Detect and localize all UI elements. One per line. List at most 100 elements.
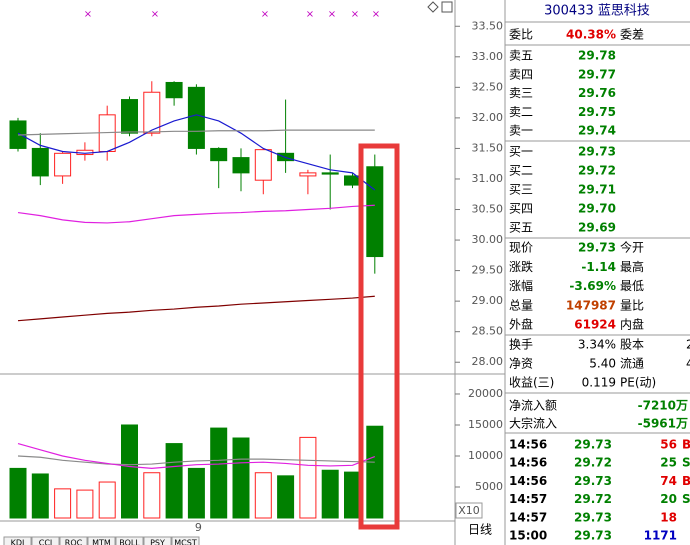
buy-label: 买一 <box>509 145 533 159</box>
icon[interactable] <box>427 1 439 13</box>
zoom-label: X10 <box>458 504 480 517</box>
sell-price: 29.75 <box>578 105 616 119</box>
tab-label: BOLL <box>119 539 140 545</box>
volume-bar <box>321 469 339 519</box>
svg-text:×: × <box>261 9 269 20</box>
svg-text:×: × <box>351 9 359 20</box>
sell-label: 卖一 <box>509 124 533 138</box>
sell-price: 29.77 <box>578 67 616 81</box>
trade-volume: 1171 <box>644 529 677 543</box>
label: 委差 <box>620 28 644 42</box>
trade-side: S <box>682 456 690 470</box>
stat-value: 4 <box>686 357 690 371</box>
trade-price: 29.73 <box>574 474 612 488</box>
candle-body <box>366 166 384 258</box>
volume-bar <box>210 427 228 519</box>
stock-title: 300433 蓝思科技 <box>544 4 650 19</box>
flow-label: 大宗流入 <box>509 416 557 431</box>
flow-value: -5961万 <box>638 417 688 431</box>
tab[interactable] <box>87 536 116 545</box>
stat-label: 量比 <box>620 298 644 312</box>
volume-bar <box>232 437 250 519</box>
y-tick-label: 32.00 <box>472 111 504 124</box>
tab[interactable] <box>59 536 88 545</box>
volume-bar <box>344 471 361 519</box>
volume-bar <box>165 443 183 519</box>
buy-price: 29.73 <box>578 145 616 159</box>
stat-label: 最高 <box>620 259 644 274</box>
tab[interactable] <box>31 536 60 545</box>
volume-bar <box>143 472 161 519</box>
stat-label: 内盘 <box>620 317 644 332</box>
y-tick-label: 32.50 <box>472 80 504 93</box>
trade-side: B <box>682 438 690 452</box>
volume-bar <box>54 488 72 519</box>
volume-bar <box>9 467 27 519</box>
tab[interactable] <box>115 536 144 545</box>
stat-label: 最低 <box>620 279 644 293</box>
y-tick-label: 31.50 <box>472 141 504 154</box>
icon[interactable] <box>441 1 453 13</box>
sell-price: 29.74 <box>578 124 616 138</box>
flow-value: -7210万 <box>638 399 688 413</box>
candle-body <box>254 149 272 181</box>
trade-time: 14:57 <box>509 492 547 506</box>
candle-body <box>232 157 250 174</box>
buy-label: 买四 <box>509 202 533 216</box>
trade-volume: 74 <box>660 474 677 488</box>
candle-body <box>121 99 138 134</box>
candle-body <box>210 147 228 162</box>
stat-label: 总量 <box>509 298 533 312</box>
flow-label: 净流入额 <box>509 399 557 413</box>
buy-label: 买五 <box>509 221 533 235</box>
trade-time: 14:56 <box>509 438 547 452</box>
stat-value: 3.34% <box>578 338 616 352</box>
tab[interactable] <box>171 536 200 545</box>
x-tick-label: 9 <box>195 521 202 534</box>
y-tick-label: 33.50 <box>472 19 504 32</box>
tab-label: MCST <box>174 539 197 545</box>
volume-bar <box>98 481 116 519</box>
y-tick-label: 20000 <box>468 387 503 400</box>
stat-value: 2 <box>686 338 690 352</box>
sell-label: 卖三 <box>509 86 533 100</box>
ma-line <box>17 455 375 466</box>
buy-price: 29.69 <box>578 221 616 235</box>
y-tick-label: 10000 <box>468 449 503 462</box>
ma-line <box>17 295 375 322</box>
trade-volume: 20 <box>660 492 677 506</box>
period-label: 日线 <box>468 523 492 537</box>
buy-price: 29.72 <box>578 164 616 178</box>
svg-text:×: × <box>306 9 314 20</box>
candle-body <box>54 152 72 177</box>
buy-label: 买二 <box>509 164 533 178</box>
tab-label: PSY <box>150 539 165 545</box>
stat-label: 流通 <box>620 357 644 371</box>
trade-time: 15:00 <box>509 529 547 543</box>
stat-value: 61924 <box>574 318 616 332</box>
y-tick-label: 33.00 <box>472 50 504 63</box>
trade-time: 14:57 <box>509 510 547 524</box>
candle-body <box>143 91 161 134</box>
candle-body <box>321 172 339 175</box>
stat-value: -3.69% <box>569 279 616 293</box>
tab-label: KDJ <box>11 539 25 545</box>
candle-body <box>165 81 183 99</box>
value: 40.38% <box>566 28 616 42</box>
ma-line <box>17 204 375 224</box>
stat-value: -1.14 <box>581 260 616 274</box>
highlight-box <box>358 143 400 530</box>
y-tick-label: 30.00 <box>472 233 504 246</box>
volume-bar <box>76 489 94 519</box>
tab[interactable] <box>3 536 32 545</box>
candle-body <box>299 172 317 177</box>
candle-body <box>187 86 205 149</box>
tab[interactable] <box>143 536 172 545</box>
volume-bar <box>277 475 295 519</box>
ma-line <box>17 114 376 191</box>
y-tick-label: 5000 <box>475 480 503 493</box>
stat-value: 29.73 <box>578 241 616 255</box>
trade-side: B <box>682 474 690 488</box>
